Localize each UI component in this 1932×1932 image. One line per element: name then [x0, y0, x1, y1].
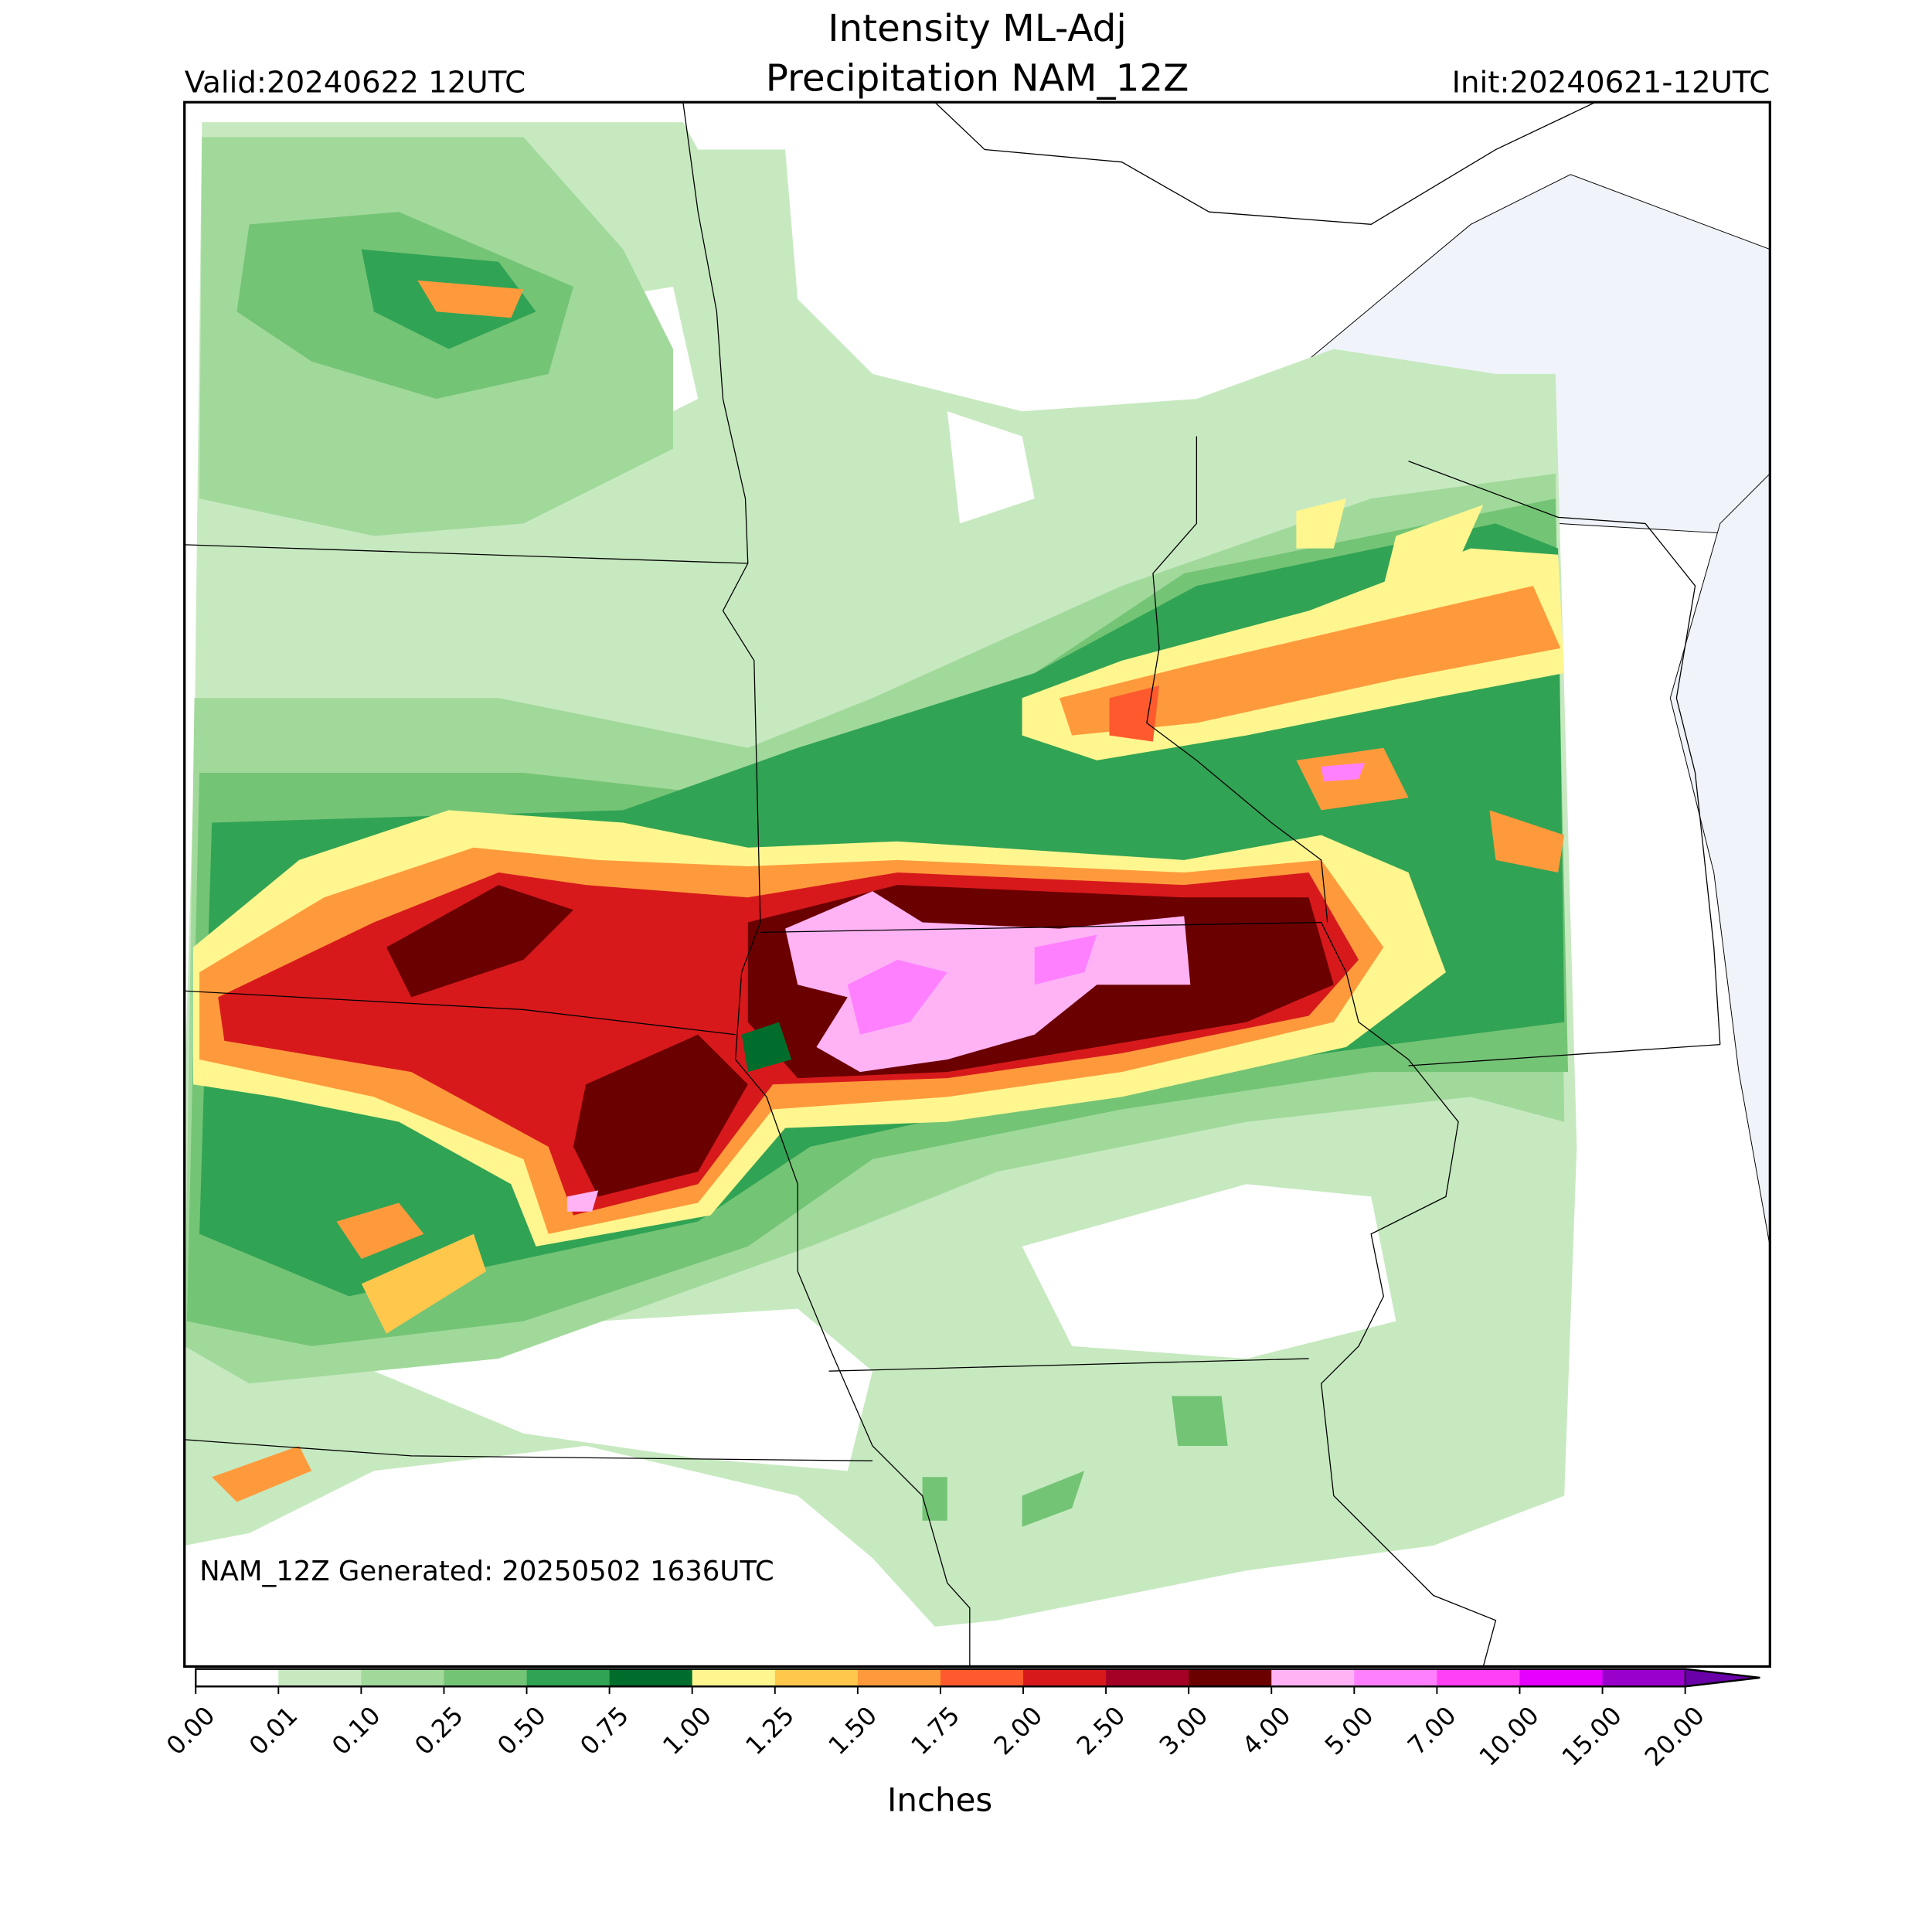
- map-frame: [183, 100, 1771, 1668]
- state-border: [184, 544, 748, 564]
- generated-note: NAM_12Z Generated: 20250502 1636UTC: [199, 1556, 774, 1587]
- state-border: [1408, 461, 1721, 1045]
- precip-area: [1321, 763, 1366, 782]
- colorbar-segment: [444, 1668, 528, 1687]
- colorbar-tick-label: 0.10: [326, 1701, 386, 1761]
- colorbar-segment: [1189, 1668, 1272, 1687]
- map-area: NAM_12Z Generated: 20250502 1636UTC: [184, 102, 1770, 1667]
- colorbar-segment: [1023, 1668, 1107, 1687]
- state-border: [1408, 1043, 1720, 1066]
- colorbar-tick-label: 7.00: [1402, 1701, 1462, 1761]
- valid-time: Valid:20240622 12UTC: [185, 65, 526, 100]
- precip-area: [212, 1445, 312, 1502]
- state-border: [682, 102, 971, 1667]
- colorbar-tick-label: 0.50: [492, 1701, 552, 1761]
- colorbar-segment: [196, 1668, 279, 1687]
- colorbar-tick-label: 3.00: [1154, 1701, 1214, 1761]
- colorbar-segment: [1106, 1668, 1189, 1687]
- precip-area: [417, 280, 524, 318]
- colorbar: 0.00 0.01 0.10 0.25 0.50 0.75 1.00 1.25 1.50 1.75…: [161, 1668, 1760, 1772]
- precip-area: [573, 1034, 748, 1197]
- title-line2: Precipitation NAM_12Z: [766, 57, 1189, 100]
- precip-area: [847, 959, 947, 1035]
- precip-area: [1022, 1184, 1396, 1359]
- colorbar-segment: [361, 1668, 444, 1687]
- colorbar-segment: [278, 1668, 362, 1687]
- state-border: [828, 1358, 1309, 1372]
- precip-area: [1034, 934, 1097, 985]
- colorbar-tick-label: 20.00: [1639, 1701, 1710, 1772]
- title-line1: Intensity ML-Adj: [828, 7, 1127, 50]
- state-border: [1146, 436, 1328, 923]
- colorbar-segment: [774, 1668, 859, 1687]
- state-border: [184, 990, 736, 1036]
- colorbar-tick-label: 0.00: [161, 1701, 221, 1761]
- colorbar-tick-label: 0.25: [409, 1701, 469, 1761]
- precip-area: [1296, 498, 1346, 549]
- precip-area: [566, 1190, 599, 1212]
- colorbar-tick-label: 0.75: [574, 1701, 634, 1761]
- precip-area: [1489, 810, 1565, 873]
- precip-area: [336, 1202, 424, 1260]
- colorbar-segment: [1519, 1668, 1604, 1687]
- precip-area: [947, 411, 1035, 524]
- precip-area: [1022, 1471, 1085, 1527]
- colorbar-segment: [1602, 1668, 1686, 1687]
- colorbar-tick-label: 5.00: [1319, 1701, 1379, 1761]
- precip-area: [361, 1233, 487, 1334]
- precip-area: [1383, 505, 1484, 587]
- precip-area: [741, 1022, 792, 1073]
- colorbar-segment: [940, 1668, 1024, 1687]
- colorbar-tick-label: 10.00: [1474, 1701, 1545, 1772]
- precip-area: [1172, 1396, 1228, 1446]
- colorbar-segment: [692, 1668, 776, 1687]
- state-border: [184, 1439, 873, 1461]
- colorbar-segment: [526, 1668, 611, 1687]
- colorbar-segment: [609, 1668, 693, 1687]
- init-time: Init:20240621-12UTC: [1452, 65, 1770, 100]
- state-border: [760, 921, 1497, 1667]
- colorbar-tick-label: 15.00: [1556, 1701, 1628, 1772]
- colorbar-tick-label: 4.00: [1236, 1701, 1297, 1761]
- colorbar-tick-label: 2.00: [988, 1701, 1049, 1761]
- precip-area: [922, 1477, 947, 1521]
- colorbar-segment: [1354, 1668, 1437, 1687]
- colorbar-tick-label: 2.50: [1071, 1701, 1131, 1761]
- colorbar-segment: [1437, 1668, 1520, 1687]
- colorbar-tick-label: 1.25: [740, 1701, 800, 1761]
- colorbar-tick-label: 1.50: [823, 1701, 883, 1761]
- colorbar-segment: [1271, 1668, 1355, 1687]
- lake-michigan: [1669, 473, 1770, 1247]
- precip-area: [1059, 586, 1561, 736]
- colorbar-tick-label: 1.75: [906, 1701, 966, 1761]
- colorbar-tick-label: 0.01: [243, 1701, 304, 1761]
- colorbar-outline: [195, 1668, 1760, 1688]
- precip-area: [386, 885, 573, 998]
- colorbar-label: Inches: [887, 1781, 992, 1819]
- colorbar-tick-label: 1.00: [657, 1701, 717, 1761]
- colorbar-segment: [857, 1668, 941, 1687]
- state-border: [934, 102, 1596, 225]
- precip-area: [1109, 685, 1159, 742]
- precip-area: [698, 137, 947, 349]
- colorbar-extend: [1684, 1668, 1760, 1688]
